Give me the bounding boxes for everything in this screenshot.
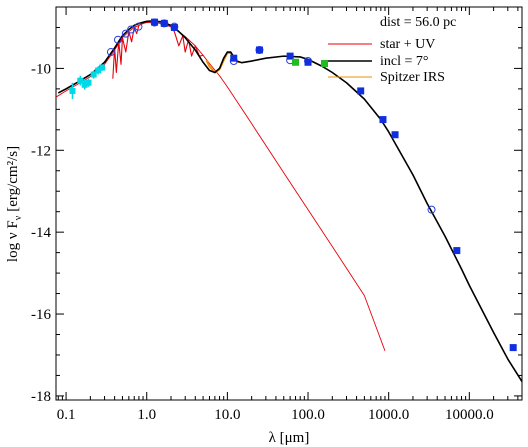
photometry-point-filled: [160, 19, 168, 27]
legend-label-irs: Spitzer IRS: [380, 70, 445, 85]
photometry-point-filled: [230, 54, 238, 62]
plot-frame: [55, 6, 523, 401]
photometry-point-filled: [453, 247, 461, 255]
x-axis-title: λ [μm]: [269, 430, 310, 446]
y-tick-label: -14: [31, 225, 51, 241]
uv-point: [90, 71, 97, 78]
y-tick-label: -12: [31, 143, 51, 159]
x-tick-label: 1000.0: [368, 407, 409, 423]
legend-header: dist = 56.0 pc: [380, 15, 456, 30]
uv-point: [77, 77, 84, 84]
y-axis-label-units: [erg/cm²/s]: [5, 146, 21, 212]
y-axis-label-main: log ν F: [5, 220, 21, 262]
photometry-point-filled: [304, 58, 312, 66]
photometry-point-filled: [320, 59, 328, 67]
axis-ticks: 0.1 1.0 10.0 100.0 1000.0 10000.0 -10 -12 -14 -16…: [31, 7, 522, 423]
photometry-point-open: [134, 22, 143, 31]
series-line: [57, 20, 523, 383]
y-tick-label: -18: [31, 389, 51, 405]
x-tick-label: 0.1: [57, 407, 76, 423]
uv-point: [85, 79, 92, 86]
data-series: [55, 18, 523, 383]
photometry-point-open: [121, 29, 130, 38]
photometry-point-open: [427, 205, 436, 214]
photometry-point-open: [113, 35, 122, 44]
photometry-point-open: [127, 25, 136, 34]
uv-point: [69, 87, 76, 94]
legend: dist = 56.0 pc star + UV incl = 7° Spitz…: [328, 15, 456, 85]
y-axis-title: log ν Fν [erg/cm²/s]: [5, 146, 24, 262]
y-tick-label: -16: [31, 307, 51, 323]
uv-point: [99, 64, 106, 71]
uv-point: [95, 67, 102, 74]
photometry-point-filled: [379, 116, 387, 124]
photometry-point-open: [106, 48, 115, 57]
y-tick-label: -10: [31, 61, 51, 77]
uv-point: [81, 81, 88, 88]
photometry-point-filled: [509, 344, 517, 352]
legend-label-star: star + UV: [380, 37, 435, 52]
photometry-point-filled: [255, 46, 263, 54]
x-tick-label: 10000.0: [445, 407, 494, 423]
x-axis-label: λ [μm]: [269, 430, 310, 446]
photometry-point-filled: [151, 18, 159, 26]
y-axis-label: log ν Fν [erg/cm²/s]: [5, 146, 24, 262]
photometry-point-filled: [286, 52, 294, 60]
y-axis-label-sub: ν: [13, 215, 24, 220]
x-tick-label: 1.0: [137, 407, 156, 423]
series-line: [55, 21, 386, 352]
photometry-point-filled: [391, 131, 399, 139]
photometry-point-filled: [357, 87, 365, 95]
x-tick-label: 100.0: [291, 407, 325, 423]
photometry-point-filled: [292, 58, 300, 66]
photometry-point-filled: [170, 23, 178, 31]
legend-label-model: incl = 7°: [380, 54, 429, 69]
x-tick-label: 10.0: [214, 407, 240, 423]
